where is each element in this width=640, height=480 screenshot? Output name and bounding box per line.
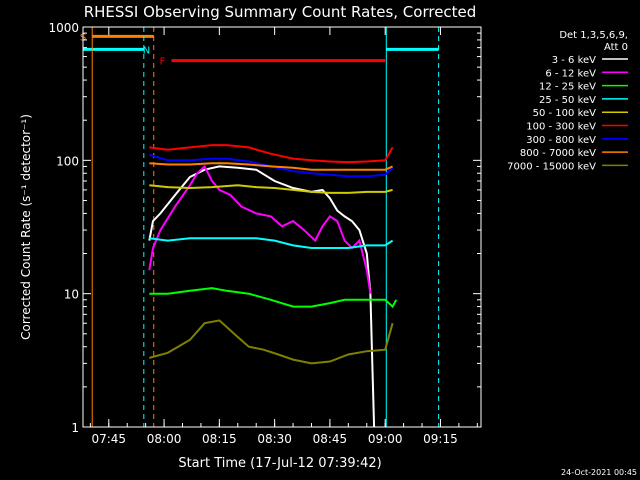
series-line	[149, 162, 394, 171]
x-tick-label: 07:45	[91, 432, 126, 446]
y-tick-label: 1000	[48, 21, 79, 35]
chart-title: RHESSI Observing Summary Count Rates, Co…	[84, 3, 477, 21]
y-tick-label: 100	[56, 154, 79, 168]
x-tick-label: 09:00	[368, 432, 403, 446]
legend-header: Att 0	[604, 42, 628, 53]
flag-label: N	[143, 45, 150, 56]
x-tick-label: 08:00	[147, 432, 182, 446]
x-tick-label: 09:15	[423, 432, 458, 446]
series-line	[149, 184, 393, 194]
series-line	[149, 144, 394, 164]
y-tick-label: 10	[64, 288, 79, 302]
flag-label: F	[160, 57, 166, 68]
y-axis: 1 10 100 1000	[48, 21, 481, 435]
series-line	[149, 319, 394, 365]
legend-label: 7000 - 15000 keV	[507, 161, 596, 172]
x-axis-label: Start Time (17-Jul-12 07:39:42)	[178, 456, 381, 471]
legend-label: 100 - 300 keV	[526, 122, 596, 133]
legend-label: 3 - 6 keV	[552, 55, 596, 66]
x-tick-label: 08:45	[313, 432, 348, 446]
footer-timestamp: 24-Oct-2021 00:45	[561, 468, 637, 477]
x-tick-label: 08:15	[202, 432, 237, 446]
flag-boundary-lines	[91, 27, 440, 427]
series-line	[149, 153, 394, 178]
legend-header: Det 1,3,5,6,9,	[559, 30, 628, 41]
legend-label: 6 - 12 keV	[545, 68, 596, 79]
legend-label: 800 - 7000 keV	[520, 148, 596, 159]
legend-label: 50 - 100 keV	[533, 108, 597, 119]
legend: Det 1,3,5,6,9,Att 0 3 - 6 keV 6 - 12 keV 12…	[507, 30, 628, 172]
plot-frame	[82, 26, 482, 428]
data-series	[148, 144, 398, 428]
legend-label: 300 - 800 keV	[526, 135, 596, 146]
x-axis: 07:45 08:00 08:15 08:30 08:45 09:00 09:15	[89, 27, 478, 446]
series-line	[149, 287, 398, 309]
legend-label: 25 - 50 keV	[539, 95, 596, 106]
series-line	[149, 237, 394, 249]
legend-label: 12 - 25 keV	[539, 82, 596, 93]
series-line	[148, 164, 372, 294]
x-tick-label: 08:30	[257, 432, 292, 446]
observing-flags: SNF	[80, 32, 439, 68]
y-tick-label: 1	[71, 421, 79, 435]
y-axis-label: Corrected Count Rate (s⁻¹ detector⁻¹)	[19, 114, 33, 340]
